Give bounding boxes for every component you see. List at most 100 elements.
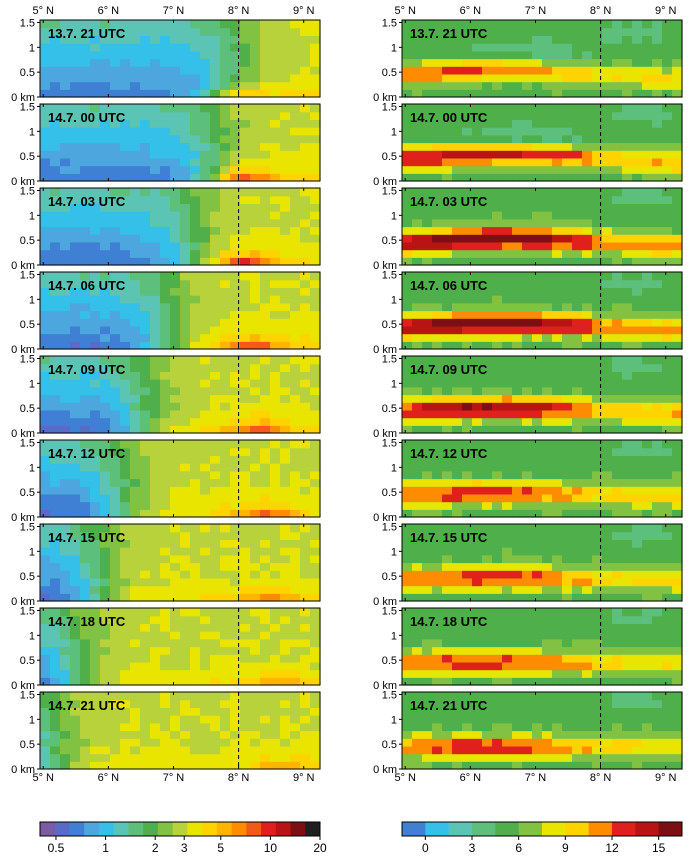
heatmap-cell — [140, 745, 151, 755]
heatmap-cell — [40, 234, 51, 243]
heatmap-cell — [200, 562, 211, 571]
heatmap-cell — [492, 173, 503, 182]
heatmap-cell — [652, 371, 663, 380]
heatmap-cell — [100, 150, 111, 159]
heatmap-cell — [300, 27, 311, 36]
panel-time-label: 13.7. 21 UTC — [48, 26, 126, 41]
heatmap-cell — [412, 638, 423, 648]
heatmap-cell — [140, 241, 151, 251]
heatmap-cell — [532, 111, 543, 120]
heatmap-cell — [70, 302, 81, 312]
heatmap-cell — [140, 593, 151, 602]
heatmap-cell — [220, 745, 231, 755]
heatmap-cell — [482, 608, 493, 617]
heatmap-cell — [180, 539, 191, 548]
heatmap-cell — [572, 447, 583, 456]
heatmap-cell — [662, 234, 673, 243]
heatmap-cell — [80, 509, 91, 518]
heatmap-cell — [80, 715, 91, 724]
left-panel-9: 0 km0.511.514.7. 21 UTC — [11, 689, 321, 776]
heatmap-cell — [240, 745, 251, 755]
heatmap-cell — [290, 562, 301, 571]
heatmap-cell — [240, 677, 251, 686]
heatmap-cell — [462, 234, 473, 243]
heatmap-cell — [120, 249, 131, 258]
heatmap-cell — [552, 409, 563, 419]
heatmap-cell — [270, 173, 281, 182]
heatmap-cell — [662, 325, 673, 335]
heatmap-cell — [190, 386, 201, 396]
heatmap-cell — [110, 287, 121, 296]
heatmap-cell — [130, 150, 141, 159]
heatmap-cell — [50, 35, 61, 44]
heatmap-cell — [402, 654, 413, 663]
heatmap-cell — [472, 646, 483, 655]
heatmap-cell — [220, 279, 231, 288]
heatmap-cell — [542, 310, 553, 319]
heatmap-cell — [552, 50, 563, 60]
heatmap-cell — [612, 81, 623, 90]
heatmap-cell — [140, 73, 151, 83]
heatmap-cell — [230, 707, 241, 716]
heatmap-cell — [562, 386, 573, 396]
heatmap-cell — [240, 501, 251, 510]
heatmap-cell — [240, 669, 251, 678]
heatmap-cell — [180, 241, 191, 251]
heatmap-cell — [462, 363, 473, 372]
heatmap-cell — [230, 211, 241, 220]
heatmap-cell — [290, 356, 301, 365]
heatmap-cell — [70, 547, 81, 556]
heatmap-cell — [240, 310, 251, 319]
heatmap-cell — [80, 638, 91, 648]
heatmap-cell — [472, 440, 483, 449]
heatmap-cell — [512, 509, 523, 518]
heatmap-cell — [602, 470, 613, 480]
heatmap-cell — [662, 257, 673, 266]
heatmap-cell — [452, 455, 463, 464]
heatmap-cell — [652, 325, 663, 335]
heatmap-cell — [150, 50, 161, 60]
heatmap-cell — [502, 58, 513, 67]
heatmap-cell — [512, 35, 523, 44]
heatmap-cell — [662, 570, 673, 579]
heatmap-cell — [40, 295, 51, 304]
heatmap-cell — [160, 134, 171, 144]
y-tick-label: 0.5 — [20, 571, 35, 583]
heatmap-cell — [180, 409, 191, 419]
heatmap-cell — [492, 89, 503, 98]
heatmap-cell — [230, 203, 241, 212]
heatmap-cell — [492, 425, 503, 434]
heatmap-cell — [60, 669, 71, 678]
heatmap-cell — [652, 486, 663, 495]
heatmap-cell — [210, 104, 221, 113]
heatmap-cell — [130, 570, 141, 579]
heatmap-cell — [180, 142, 191, 151]
heatmap-cell — [402, 81, 413, 90]
heatmap-cell — [260, 730, 271, 739]
heatmap-cell — [120, 677, 131, 686]
heatmap-cell — [160, 89, 171, 98]
heatmap-cell — [200, 699, 211, 708]
heatmap-cell — [452, 341, 463, 350]
heatmap-cell — [60, 509, 71, 518]
heatmap-cell — [482, 111, 493, 120]
heatmap-cell — [612, 20, 623, 29]
heatmap-cell — [260, 35, 271, 44]
heatmap-cell — [260, 638, 271, 648]
heatmap-cell — [462, 593, 473, 602]
heatmap-cell — [270, 150, 281, 159]
heatmap-cell — [100, 35, 111, 44]
heatmap-cell — [230, 738, 241, 747]
heatmap-cell — [542, 272, 553, 281]
heatmap-cell — [310, 157, 321, 167]
heatmap-cell — [412, 165, 423, 174]
heatmap-cell — [492, 539, 503, 548]
heatmap-cell — [402, 493, 413, 503]
heatmap-cell — [250, 547, 261, 556]
heatmap-cell — [160, 623, 171, 632]
heatmap-cell — [662, 218, 673, 228]
heatmap-cell — [140, 585, 151, 594]
heatmap-cell — [150, 486, 161, 495]
heatmap-cell — [402, 241, 413, 251]
heatmap-cell — [452, 302, 463, 312]
